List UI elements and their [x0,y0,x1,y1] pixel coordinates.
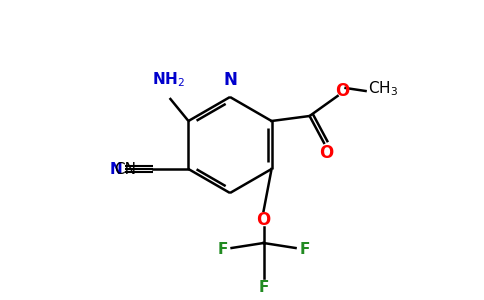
Text: NH$_2$: NH$_2$ [152,70,185,89]
Text: O: O [257,211,271,229]
Text: CH$_3$: CH$_3$ [368,80,399,98]
Text: N: N [110,161,123,176]
Text: O: O [319,144,333,162]
Text: O: O [335,82,350,100]
Text: F: F [258,280,269,295]
Text: F: F [300,242,310,257]
Text: N: N [223,71,237,89]
Text: CN: CN [114,161,136,176]
Text: F: F [217,242,228,257]
